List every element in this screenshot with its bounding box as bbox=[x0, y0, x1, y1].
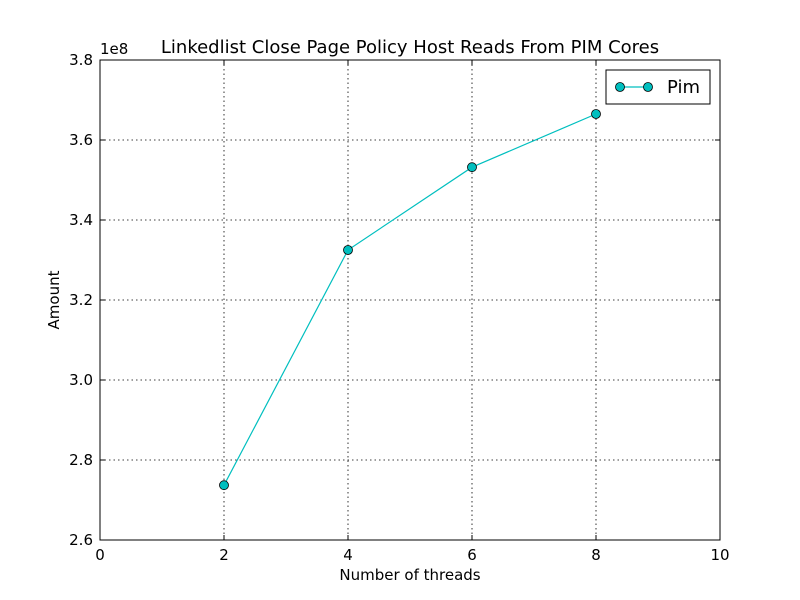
y-tick-label: 3.6 bbox=[69, 131, 93, 149]
y-offset-label: 1e8 bbox=[100, 40, 128, 58]
series-line-pim bbox=[223, 113, 597, 486]
y-tick-label: 3.0 bbox=[69, 371, 93, 389]
y-axis-label: Amount bbox=[45, 270, 63, 329]
x-tick-label: 0 bbox=[95, 546, 105, 564]
data-point-pim bbox=[343, 245, 353, 255]
y-tick-label: 3.2 bbox=[69, 291, 93, 309]
y-tick-label: 3.4 bbox=[69, 211, 93, 229]
x-tick-label: 8 bbox=[591, 546, 601, 564]
x-tick-label: 6 bbox=[467, 546, 477, 564]
legend-label-pim: Pim bbox=[667, 77, 700, 98]
x-tick-label: 2 bbox=[219, 546, 229, 564]
chart-title: Linkedlist Close Page Policy Host Reads … bbox=[161, 37, 659, 58]
data-point-pim bbox=[467, 162, 477, 173]
legend-marker-pim bbox=[643, 82, 653, 92]
x-tick-labels: 0 2 4 6 8 10 bbox=[95, 546, 729, 564]
data-point-pim bbox=[219, 480, 229, 491]
y-tick-label: 2.8 bbox=[69, 451, 93, 469]
y-tick-labels: 2.6 2.8 3.0 3.2 3.4 3.6 3.8 bbox=[69, 51, 93, 549]
grid-lines bbox=[99, 59, 721, 541]
data-point-pim bbox=[591, 109, 601, 119]
x-tick-label: 4 bbox=[343, 546, 353, 564]
legend: Pim bbox=[605, 69, 711, 105]
y-tick-label: 3.8 bbox=[69, 51, 93, 69]
legend-marker-pim bbox=[615, 82, 625, 92]
x-tick-label: 10 bbox=[710, 546, 729, 564]
series-layer bbox=[219, 109, 601, 491]
x-axis-label: Number of threads bbox=[339, 566, 480, 584]
y-tick-label: 2.6 bbox=[69, 531, 93, 549]
plot-frame bbox=[99, 59, 721, 541]
